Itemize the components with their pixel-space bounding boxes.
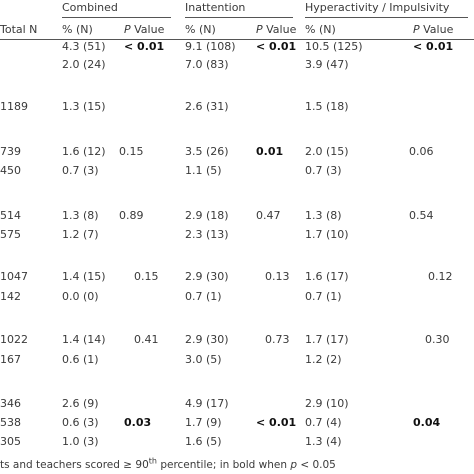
header-pvalue-inattention: P Value [256,23,296,37]
cell-percent: 10.5 (125) [305,40,363,53]
p-word: Value [419,23,454,36]
cell-p-value: 0.47 [256,209,281,222]
cell-p-value: 0.30 [425,333,450,346]
cell-percent: 0.7 (1) [305,290,342,303]
cell-percent: 1.3 (8) [305,209,342,222]
cell-percent: 1.7 (9) [185,416,222,429]
cell-p-value: 0.12 [428,270,453,283]
cell-total-n: 142 [0,290,21,303]
cell-percent: 2.6 (31) [185,100,229,113]
cell-percent: 2.9 (30) [185,270,229,283]
cell-total-n: 575 [0,228,21,241]
cell-percent: 9.1 (108) [185,40,236,53]
cell-percent: 1.0 (3) [62,435,99,448]
cell-p-value: < 0.01 [256,416,297,429]
header-pct-hyperactivity: % (N) [305,23,336,36]
header-pct-inattention: % (N) [185,23,216,36]
header-total-n: Total N [0,23,38,36]
cell-percent: 1.7 (17) [305,333,349,346]
cell-p-value: < 0.01 [413,40,454,53]
cell-total-n: 346 [0,397,21,410]
group-rule-combined [62,17,171,18]
cell-total-n: 1047 [0,270,28,283]
cell-total-n: 1189 [0,100,28,113]
cell-percent: 2.9 (10) [305,397,349,410]
cell-percent: 0.7 (3) [62,164,99,177]
cell-p-value: < 0.01 [256,40,297,53]
footnote-p: p [290,459,297,471]
cell-percent: 1.7 (10) [305,228,349,241]
cell-percent: 1.6 (12) [62,145,106,158]
cell-p-value: 0.03 [124,416,152,429]
cell-percent: 0.7 (1) [185,290,222,303]
footnote-post: < 0.05 [297,459,336,471]
cell-total-n: 1022 [0,333,28,346]
cell-percent: 0.6 (3) [62,416,99,429]
cell-total-n: 538 [0,416,21,429]
cell-percent: 2.9 (30) [185,333,229,346]
cell-p-value: < 0.01 [124,40,165,53]
group-rule-inattention [185,17,293,18]
footnote-pre: ts and teachers scored ≥ 90 [0,459,149,471]
cell-percent: 2.3 (13) [185,228,229,241]
p-letter: P [256,23,263,36]
p-word: Value [262,23,297,36]
header-combined: Combined [62,1,118,14]
cell-total-n: 514 [0,209,21,222]
cell-percent: 7.0 (83) [185,58,229,71]
cell-percent: 1.3 (15) [62,100,106,113]
cell-percent: 1.4 (14) [62,333,106,346]
cell-percent: 1.6 (5) [185,435,222,448]
cell-percent: 1.1 (5) [185,164,222,177]
p-letter: P [124,23,131,36]
cell-percent: 1.3 (4) [305,435,342,448]
cell-percent: 2.0 (15) [305,145,349,158]
cell-p-value: 0.15 [134,270,159,283]
group-rule-hyperactivity [305,17,468,18]
cell-p-value: 0.15 [119,145,144,158]
cell-percent: 4.9 (17) [185,397,229,410]
cell-percent: 0.7 (4) [305,416,342,429]
p-word: Value [130,23,165,36]
cell-p-value: 0.01 [256,145,284,158]
cell-total-n: 450 [0,164,21,177]
cell-total-n: 739 [0,145,21,158]
cell-percent: 1.5 (18) [305,100,349,113]
footnote: ts and teachers scored ≥ 90th percentile… [0,456,336,472]
cell-total-n: 167 [0,353,21,366]
cell-total-n: 305 [0,435,21,448]
header-rule [0,39,474,40]
cell-percent: 3.0 (5) [185,353,222,366]
header-pct-combined: % (N) [62,23,93,36]
header-pvalue-combined: P Value [124,23,164,37]
cell-p-value: 0.41 [134,333,159,346]
cell-percent: 3.5 (26) [185,145,229,158]
cell-percent: 1.2 (2) [305,353,342,366]
cell-p-value: 0.73 [265,333,290,346]
footnote-sup: th [148,456,157,466]
header-pvalue-hyperactivity: P Value [413,23,453,37]
cell-percent: 3.9 (47) [305,58,349,71]
cell-p-value: 0.89 [119,209,144,222]
cell-percent: 4.3 (51) [62,40,106,53]
p-letter: P [413,23,420,36]
header-inattention: Inattention [185,1,246,14]
cell-percent: 0.0 (0) [62,290,99,303]
cell-p-value: 0.13 [265,270,290,283]
cell-percent: 0.6 (1) [62,353,99,366]
cell-p-value: 0.04 [413,416,441,429]
cell-p-value: 0.06 [409,145,434,158]
cell-percent: 1.6 (17) [305,270,349,283]
header-hyperactivity: Hyperactivity / Impulsivity [305,1,450,14]
cell-percent: 0.7 (3) [305,164,342,177]
cell-p-value: 0.54 [409,209,434,222]
cell-percent: 1.2 (7) [62,228,99,241]
cell-percent: 2.6 (9) [62,397,99,410]
cell-percent: 1.3 (8) [62,209,99,222]
footnote-mid: percentile; in bold when [156,459,291,471]
cell-percent: 2.0 (24) [62,58,106,71]
cell-percent: 1.4 (15) [62,270,106,283]
cell-percent: 2.9 (18) [185,209,229,222]
